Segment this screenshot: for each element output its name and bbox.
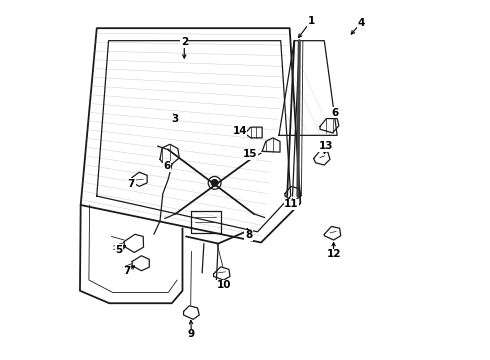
Text: 5: 5: [116, 245, 123, 255]
Text: 9: 9: [188, 329, 195, 339]
Text: 2: 2: [181, 37, 188, 48]
Text: 14: 14: [232, 126, 247, 136]
Text: 10: 10: [216, 280, 231, 291]
Text: 6: 6: [164, 161, 171, 171]
Text: 3: 3: [172, 114, 179, 124]
Text: 11: 11: [284, 199, 299, 209]
Text: 8: 8: [245, 230, 252, 240]
Text: 15: 15: [243, 149, 258, 159]
Text: 7: 7: [123, 266, 131, 276]
Text: 6: 6: [331, 108, 339, 118]
Circle shape: [211, 179, 219, 187]
Text: 1: 1: [307, 16, 315, 26]
Text: 13: 13: [318, 141, 333, 151]
Text: 7: 7: [128, 179, 135, 189]
Text: 4: 4: [357, 18, 365, 28]
Text: 12: 12: [326, 249, 341, 259]
